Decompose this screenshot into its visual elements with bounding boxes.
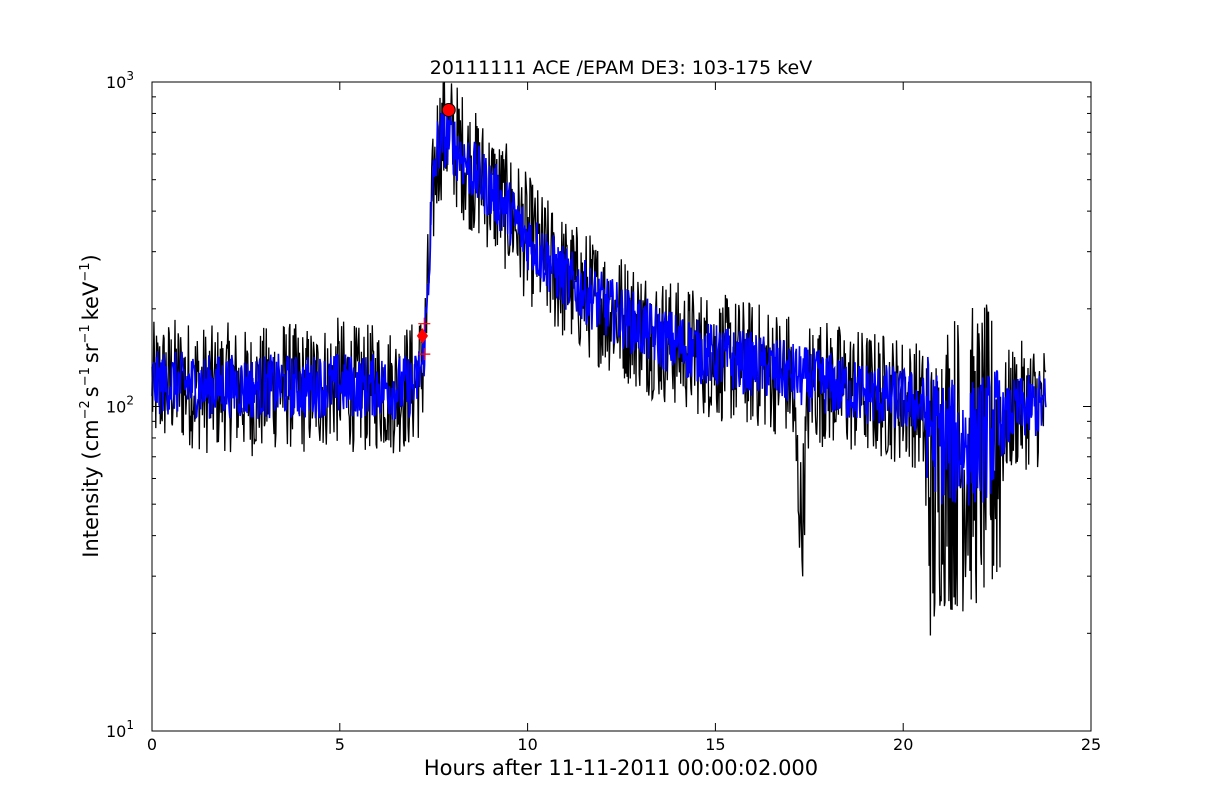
series-line-smoothed <box>151 109 1047 506</box>
x-tick-label: 20 <box>893 735 913 754</box>
y-axis-label-exp1: −2 <box>78 400 93 419</box>
marker-circle-0 <box>441 102 456 117</box>
y-axis-label-mid1: s <box>79 386 103 397</box>
y-axis-label-mid3: keV <box>79 281 103 320</box>
y-axis-label-exp3: −1 <box>78 324 93 343</box>
y-axis-label-suffix: ) <box>79 254 103 262</box>
x-tick-label: 10 <box>517 735 537 754</box>
y-axis-label-exp2: −1 <box>78 367 93 386</box>
y-axis-label-exp4: −1 <box>78 263 93 282</box>
x-tick-label: 15 <box>705 735 725 754</box>
x-tick-label: 0 <box>147 735 157 754</box>
x-tick-label: 5 <box>335 735 345 754</box>
series-layer <box>151 81 1047 636</box>
marker-layer <box>416 102 456 361</box>
marker-cross-2 <box>418 317 431 330</box>
y-axis-label-mid2: sr <box>79 343 103 363</box>
y-axis-label: Intensity (cm−2s−1sr−1keV−1) <box>78 254 103 557</box>
x-axis: 0 5 10 15 20 25 <box>147 82 1101 754</box>
x-axis-label: Hours after 11-11-2011 00:00:02.000 <box>424 756 818 780</box>
marker-cross-3 <box>418 348 431 361</box>
x-tick-label: 25 <box>1081 735 1101 754</box>
chart-title: 20111111 ACE /EPAM DE3: 103-175 keV <box>430 57 812 79</box>
y-axis-label-prefix: Intensity (cm <box>79 419 103 557</box>
marker-diamond-1 <box>416 328 429 344</box>
